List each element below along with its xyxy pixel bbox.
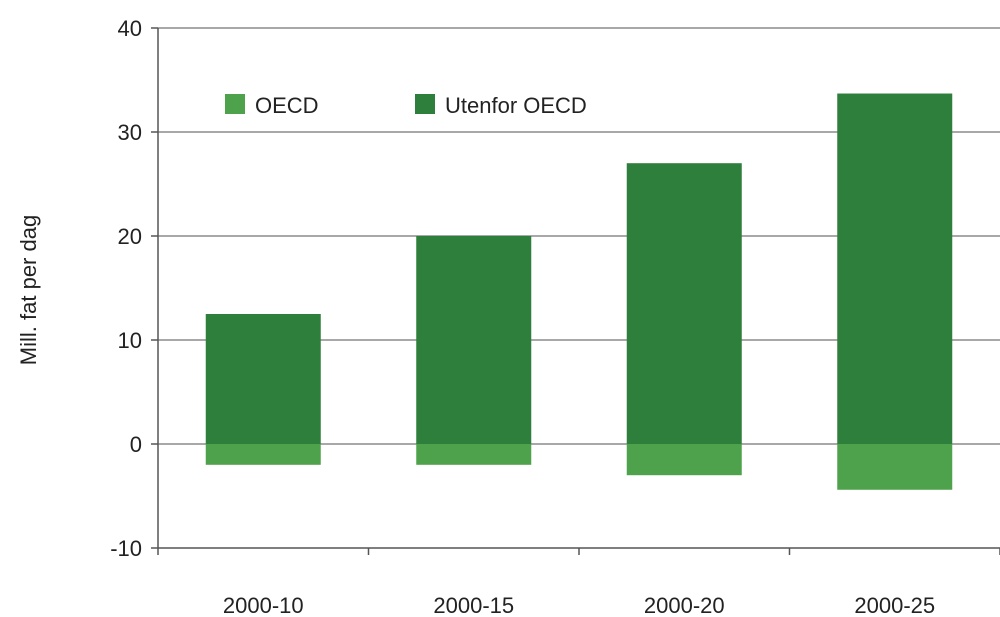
bar-utenfor-oecd	[416, 236, 532, 444]
y-tick-label: 0	[130, 432, 142, 457]
x-tick-label: 2000-10	[223, 593, 304, 617]
legend-label: Utenfor OECD	[445, 93, 587, 118]
axes	[151, 27, 1000, 555]
y-tick-label: 40	[118, 16, 142, 41]
x-tick-label: 2000-15	[433, 593, 514, 617]
bar-oecd	[626, 444, 742, 476]
bar-oecd	[416, 444, 532, 465]
y-tick-label: 30	[118, 120, 142, 145]
legend-swatch	[225, 94, 245, 114]
bars	[205, 93, 953, 490]
x-tick-labels: 2000-10 2000-15 2000-20 2000-25	[223, 593, 935, 617]
bar-oecd	[205, 444, 321, 465]
bar-oecd	[837, 444, 953, 490]
legend: OECD Utenfor OECD	[225, 93, 587, 118]
x-tick-label: 2000-20	[644, 593, 725, 617]
y-tick-label: 10	[118, 328, 142, 353]
y-axis-label: Mill. fat per dag	[16, 215, 41, 365]
bar-utenfor-oecd	[205, 314, 321, 444]
legend-label: OECD	[255, 93, 319, 118]
legend-swatch	[415, 94, 435, 114]
x-tick-label: 2000-25	[854, 593, 935, 617]
y-tick-label: 20	[118, 224, 142, 249]
bar-utenfor-oecd	[837, 93, 953, 445]
bar-utenfor-oecd	[626, 163, 742, 444]
y-tick-labels: 40 30 20 10 0 -10	[110, 16, 142, 561]
y-tick-label: -10	[110, 536, 142, 561]
